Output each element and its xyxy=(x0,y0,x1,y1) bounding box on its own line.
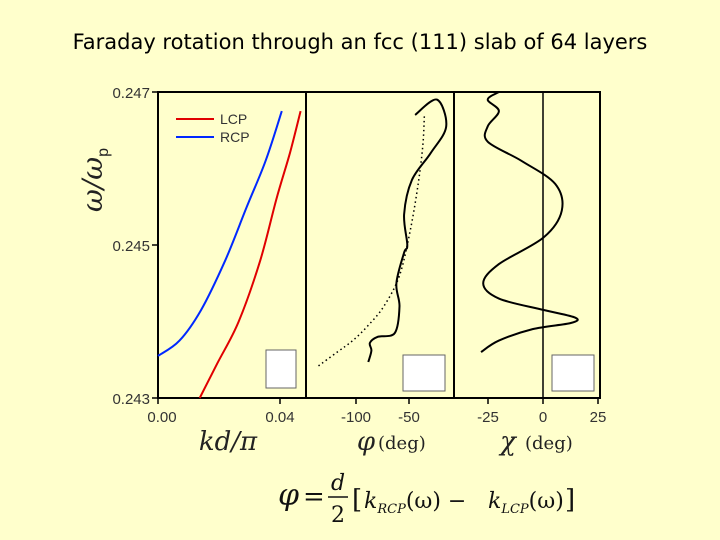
eq-sub-rcp: RCP xyxy=(376,502,406,517)
eq-equals: = xyxy=(303,482,325,512)
x-tick-label: 25 xyxy=(590,409,607,426)
eq-lhs: φ xyxy=(278,478,299,513)
eq-k2: k xyxy=(488,489,501,514)
eq-arg2: (ω) xyxy=(529,489,564,514)
series-line-phi-dotted xyxy=(318,114,426,367)
legend-label-lcp: LCP xyxy=(220,111,247,127)
eq-arg1: (ω) − xyxy=(406,489,467,514)
eq-denominator: 2 xyxy=(331,503,345,528)
placeholder-box-3 xyxy=(551,354,595,392)
legend-label-rcp: RCP xyxy=(220,129,250,145)
placeholder-box-1 xyxy=(265,349,297,389)
equation: φ = d 2 [ kRCP(ω) − kLCP(ω) ] xyxy=(278,471,575,528)
x-tick-label: -25 xyxy=(477,409,499,426)
x-axis: 0.00 0.04 -100 -50 -25 0 25 xyxy=(147,398,606,426)
y-axis-label-sub: p xyxy=(95,148,112,157)
series-line-phi xyxy=(367,98,448,363)
eq-term-lcp: kLCP(ω) xyxy=(488,489,564,517)
series-line-lcp xyxy=(198,110,302,399)
y-tick-label: 0.247 xyxy=(112,85,150,102)
x-axis-label-kd: kd/π xyxy=(199,427,258,457)
x-axis-label-phi: φ xyxy=(357,427,376,457)
x-tick-label: 0 xyxy=(539,409,547,426)
y-axis: 0.247 0.245 0.243 xyxy=(112,85,158,408)
x-tick-label: -100 xyxy=(341,409,371,426)
series-line-rcp xyxy=(157,110,283,357)
eq-sub-lcp: LCP xyxy=(500,502,529,517)
slide-title: Faraday rotation through an fcc (111) sl… xyxy=(72,30,648,54)
x-tick-label: 0.04 xyxy=(265,409,294,426)
legend: LCP RCP xyxy=(176,111,250,145)
x-axis-label-chi: χ xyxy=(498,427,518,457)
y-axis-label-main: ω/ω xyxy=(76,157,109,212)
x-axis-unit-phi: (deg) xyxy=(378,433,426,454)
placeholder-box-2 xyxy=(402,354,446,392)
eq-bracket-left: [ xyxy=(352,485,362,515)
x-tick-label: -50 xyxy=(398,409,420,426)
eq-term-rcp: kRCP(ω) − xyxy=(364,489,466,517)
series-line-chi xyxy=(480,91,579,353)
x-axis-unit-chi: (deg) xyxy=(525,433,573,454)
y-tick-label: 0.245 xyxy=(112,238,150,255)
y-axis-label: ω/ωp xyxy=(76,148,112,212)
eq-bracket-right: ] xyxy=(565,485,575,515)
eq-numerator: d xyxy=(331,471,345,496)
x-tick-label: 0.00 xyxy=(147,409,176,426)
eq-k1: k xyxy=(364,489,377,514)
y-tick-label: 0.243 xyxy=(112,391,150,408)
